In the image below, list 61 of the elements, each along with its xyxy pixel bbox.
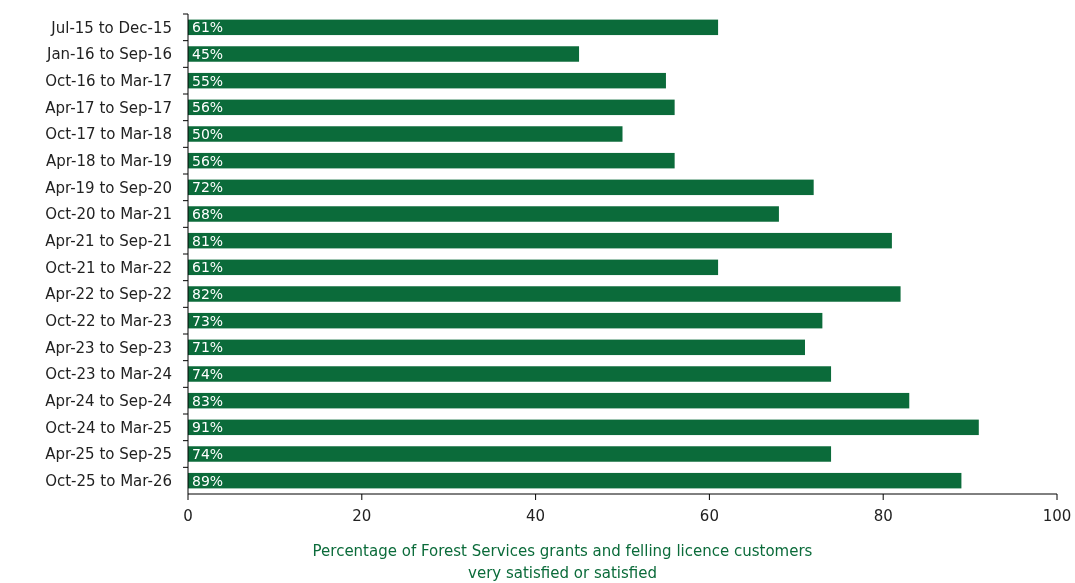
y-tick-label: Jul-15 to Dec-15 [50, 18, 172, 37]
data-label: 81% [192, 232, 224, 249]
y-tick-label: Apr-24 to Sep-24 [45, 392, 172, 411]
y-tick-label: Apr-17 to Sep-17 [45, 98, 172, 117]
bar [188, 472, 962, 489]
bar [188, 259, 719, 276]
x-tick-label: 60 [699, 507, 719, 525]
data-label: 91% [192, 419, 224, 436]
data-label: 74% [192, 366, 224, 383]
bar [188, 446, 832, 462]
bar [188, 232, 892, 249]
y-tick-label: Apr-21 to Sep-21 [45, 232, 172, 251]
y-tick-label: Oct-24 to Mar-25 [45, 418, 172, 437]
data-label: 83% [192, 392, 224, 409]
data-label: 73% [192, 312, 224, 329]
bar [188, 126, 623, 142]
y-tick-label: Apr-19 to Sep-20 [45, 178, 172, 197]
x-tick-label: 0 [183, 507, 193, 525]
y-tick-label: Oct-21 to Mar-22 [45, 258, 172, 277]
bar [188, 419, 979, 436]
y-tick-label: Oct-23 to Mar-24 [45, 365, 172, 384]
bar [188, 99, 675, 116]
data-label: 45% [192, 46, 224, 63]
bar [188, 19, 719, 36]
x-axis-title: Percentage of Forest Services grants and felling licence customers very satisfied or satisfied [312, 542, 813, 582]
bar [188, 286, 901, 302]
bar [188, 72, 666, 89]
x-tick-label: 20 [352, 507, 372, 525]
y-tick-label: Oct-17 to Mar-18 [45, 125, 172, 144]
bar [188, 339, 805, 356]
data-label: 56% [192, 99, 224, 116]
data-label: 61% [192, 19, 224, 36]
x-tick-label: 80 [873, 507, 893, 525]
x-tick-label: 40 [526, 507, 546, 525]
y-tick-label: Apr-22 to Sep-22 [45, 285, 172, 304]
bar [188, 366, 832, 382]
data-label: 56% [192, 152, 224, 169]
bar [188, 206, 779, 222]
y-tick-label: Oct-16 to Mar-17 [45, 72, 172, 91]
data-label: 74% [192, 446, 224, 463]
data-label: 71% [192, 339, 224, 356]
data-label: 68% [192, 206, 224, 223]
bar [188, 312, 823, 329]
y-tick-label: Oct-20 to Mar-21 [45, 205, 172, 224]
bar [188, 179, 814, 196]
y-tick-label: Apr-23 to Sep-23 [45, 338, 172, 357]
y-tick-label: Oct-22 to Mar-23 [45, 312, 172, 331]
data-label: 61% [192, 259, 224, 276]
y-tick-label: Jan-16 to Sep-16 [46, 45, 172, 64]
y-tick-label: Oct-25 to Mar-26 [45, 472, 172, 491]
x-tick-label: 100 [1042, 507, 1072, 525]
y-tick-label: Apr-18 to Mar-19 [46, 152, 172, 171]
data-label: 72% [192, 179, 224, 196]
data-label: 55% [192, 72, 224, 89]
data-label: 50% [192, 126, 224, 143]
bar [188, 392, 910, 409]
bar [188, 46, 580, 62]
bar [188, 152, 675, 169]
y-tick-label: Apr-25 to Sep-25 [45, 445, 172, 464]
data-label: 89% [192, 472, 224, 489]
data-label: 82% [192, 286, 224, 303]
